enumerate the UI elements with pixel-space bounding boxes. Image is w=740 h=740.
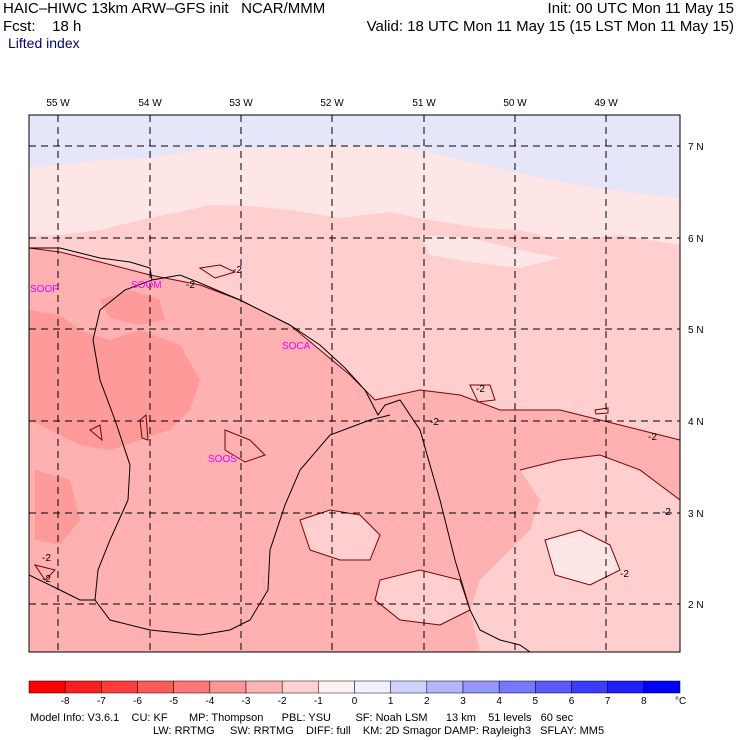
boundary-line: [29, 574, 95, 601]
colorbar-tick-label: -6: [133, 696, 142, 707]
contour-line: [374, 569, 471, 626]
boundary-line: [92, 279, 391, 636]
boundary-line: [29, 247, 531, 652]
contour-label: -2: [662, 507, 671, 518]
colorbar-tick-label: 8: [641, 696, 647, 707]
colorbar-tick-label: 0: [352, 696, 358, 707]
colorbar-tick-label: -7: [97, 696, 106, 707]
lon-label: 52 W: [320, 98, 344, 109]
colorbar-tick-label: -4: [205, 696, 214, 707]
contour-line: [374, 389, 680, 441]
lat-label: 7 N: [688, 142, 704, 153]
colorbar-tick-label: 4: [496, 696, 502, 707]
colorbar-tick-label: -2: [278, 696, 287, 707]
lat-lon-grid: [29, 115, 680, 652]
contour-line: [544, 529, 621, 586]
contour-line: [89, 424, 103, 442]
model-info-line-1: Model Info: V3.6.1 CU: KF MP: Thompson P…: [30, 712, 574, 724]
fill-darker-pink-west: [29, 310, 200, 450]
colorbar: -8 -7 -6 -5 -4 -3 -2 -1 0 1 2 3 4 5 6 7 8: [28, 680, 681, 707]
contour-label: -2: [620, 569, 629, 580]
colorbar-swatch: [245, 680, 283, 694]
station-label: SOOS: [208, 454, 237, 465]
lifted-index-field: [29, 115, 680, 652]
lat-label: 2 N: [688, 600, 704, 611]
fill-light-pink-patch: [300, 510, 380, 560]
contour-line: [33, 564, 56, 581]
colorbar-swatch: [535, 680, 572, 694]
lat-label: 5 N: [688, 325, 704, 336]
colorbar-swatch: [209, 680, 247, 694]
init-time: Init: 00 UTC Mon 11 May 15: [547, 0, 734, 17]
colorbar-swatch: [607, 680, 645, 694]
fill-darker-pink-sw: [35, 470, 80, 545]
fill-light-pink-patch-2: [375, 570, 470, 625]
contour-line: [29, 247, 376, 401]
fill-pale-patch-south: [545, 530, 620, 585]
colorbar-swatch: [137, 680, 174, 694]
lon-label: 50 W: [503, 98, 527, 109]
colorbar-swatch: [354, 680, 391, 694]
contour-line: [139, 413, 149, 441]
colorbar-swatch: [28, 680, 66, 694]
lon-label: 49 W: [594, 98, 618, 109]
colorbar-swatch: [643, 680, 681, 694]
contour-line: [299, 509, 381, 561]
lat-label: 3 N: [688, 509, 704, 520]
colorbar-tick-label: -3: [242, 696, 251, 707]
colorbar-swatch: [64, 680, 102, 694]
lon-label: 55 W: [46, 98, 70, 109]
colorbar-swatch: [281, 680, 319, 694]
station-label: SOCA: [282, 341, 311, 352]
colorbar-unit: °C: [675, 696, 686, 707]
colorbar-tick-label: 2: [424, 696, 430, 707]
colorbar-swatch: [498, 680, 536, 694]
colorbar-tick-label: -5: [169, 696, 178, 707]
contour-line: [198, 264, 237, 279]
colorbar-swatch: [318, 680, 355, 694]
colorbar-tick-label: -1: [314, 696, 323, 707]
lon-label: 53 W: [229, 98, 253, 109]
contour-label: -2: [648, 432, 657, 443]
lon-label: 54 W: [138, 98, 162, 109]
contour-line: [224, 429, 266, 463]
field-name: Lifted index: [8, 35, 80, 51]
colorbar-tick-label: 5: [533, 696, 539, 707]
colorbar-tick-label: 3: [460, 696, 466, 707]
station-label: SOOP: [30, 284, 59, 295]
colorbar-swatch: [462, 680, 500, 694]
colorbar-swatch: [390, 680, 428, 694]
contour-label: -2: [42, 553, 51, 564]
contour-label: -2: [430, 417, 439, 428]
lat-label: 4 N: [688, 417, 704, 428]
contour-line: [519, 454, 680, 501]
colorbar-swatch: [571, 680, 608, 694]
lat-label: 6 N: [688, 234, 704, 245]
forecast-hour: Fcst: 18 h: [3, 18, 82, 35]
contour-label: -2: [42, 574, 51, 585]
colorbar-swatch: [426, 680, 464, 694]
colorbar-tick-label: 6: [569, 696, 575, 707]
colorbar-swatch: [101, 680, 138, 694]
contour-line: [469, 384, 496, 403]
model-info-line-2: LW: RRTMG SW: RRTMG DIFF: full KM: 2D Sm…: [153, 725, 605, 737]
fill-darker-pink-patch: [100, 290, 165, 325]
colorbar-tick-label: 1: [388, 696, 394, 707]
contour-label: -2: [233, 265, 242, 276]
model-title: HAIC–HIWC 13km ARW–GFS init NCAR/MMM: [3, 0, 326, 17]
colorbar-tick-label: -8: [61, 696, 70, 707]
colorbar-tick-label: 7: [605, 696, 611, 707]
fill-blue-positive: [29, 115, 680, 198]
contour-label: -2: [476, 384, 485, 395]
lon-label: 51 W: [412, 98, 436, 109]
contour-label: -2: [186, 280, 195, 291]
fill-very-light-pink: [29, 145, 680, 245]
station-label: SOOM: [131, 280, 162, 291]
fill-pale-patch: [420, 235, 560, 268]
valid-time: Valid: 18 UTC Mon 11 May 15 (15 LST Mon …: [366, 18, 734, 35]
map-frame: [28, 114, 681, 653]
colorbar-swatch: [173, 680, 211, 694]
contour-line: [594, 407, 609, 415]
